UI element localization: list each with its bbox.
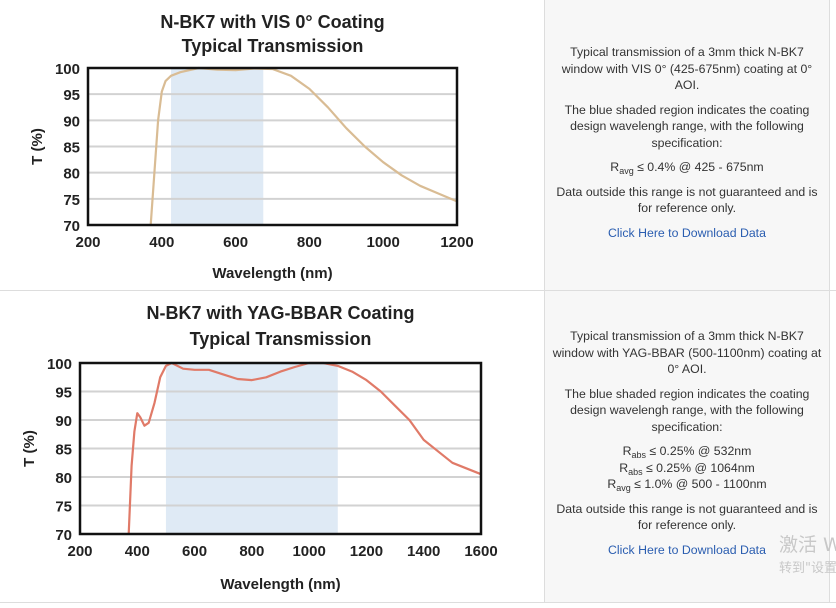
activation-watermark: 激活 W	[779, 534, 836, 556]
description-intro: Typical transmission of a 3mm thick N-BK…	[552, 329, 822, 376]
spec-list: Rabs ≤ 0.25% @ 532nm Rabs ≤ 0.25% @ 1064…	[551, 443, 823, 493]
y-tick-label: 70	[55, 527, 72, 544]
x-tick-label: 800	[239, 543, 264, 560]
y-tick-label: 95	[55, 385, 72, 402]
x-tick-label: 800	[297, 234, 322, 251]
x-tick-label: 1600	[464, 543, 497, 560]
row-yag-bbar-coating: N-BK7 with YAG-BBAR Coating Typical Trans…	[0, 291, 836, 603]
yag-bbar-transmission-chart: N-BK7 with YAG-BBAR Coating Typical Trans…	[21, 303, 498, 593]
row-vis-coating: N-BK7 with VIS 0° Coating Typical Transmi…	[0, 0, 836, 291]
x-tick-label: 400	[125, 543, 150, 560]
description-intro: Typical transmission of a 3mm thick N-BK…	[561, 45, 813, 92]
spec-list: Ravg ≤ 0.4% @ 425 - 675nm	[551, 159, 823, 176]
x-tick-label: 1200	[440, 234, 473, 251]
x-axis-label: Wavelength (nm)	[212, 265, 332, 282]
plot-frame	[78, 361, 483, 536]
x-tick-label: 200	[67, 543, 92, 560]
y-tick-label: 75	[63, 192, 80, 209]
y-tick-label: 100	[47, 356, 72, 373]
y-tick-label: 75	[55, 499, 72, 516]
y-tick-label: 100	[55, 61, 80, 78]
download-data-link[interactable]: Click Here to Download Data	[608, 225, 766, 240]
y-tick-label: 90	[55, 413, 72, 430]
x-tick-label: 1000	[292, 543, 325, 560]
x-tick-label: 400	[149, 234, 174, 251]
chart-subtitle: Typical Transmission	[190, 329, 372, 349]
spec-line: Ravg ≤ 1.0% @ 500 - 1100nm	[607, 477, 767, 493]
spec-line: Ravg ≤ 0.4% @ 425 - 675nm	[610, 160, 764, 176]
y-tick-label: 85	[55, 442, 72, 459]
x-tick-label: 1400	[407, 543, 440, 560]
plot-frame	[86, 66, 459, 227]
shade-note: The blue shaded region indicates the coa…	[564, 386, 810, 434]
x-axis-label: Wavelength (nm)	[220, 576, 340, 593]
y-tick-label: 70	[63, 218, 80, 235]
y-tick-label: 80	[63, 166, 80, 183]
x-tick-label: 1000	[367, 234, 400, 251]
activation-watermark-sub: 转到"设置	[779, 561, 836, 576]
chart-cell: N-BK7 with YAG-BBAR Coating Typical Trans…	[0, 291, 545, 602]
description-cell: Typical transmission of a 3mm thick N-BK…	[545, 0, 830, 290]
vis-transmission-chart: N-BK7 with VIS 0° Coating Typical Transmi…	[29, 12, 474, 282]
x-tick-label: 200	[75, 234, 100, 251]
y-tick-label: 80	[55, 470, 72, 487]
spec-line: Rabs ≤ 0.25% @ 532nm	[622, 444, 752, 460]
disclaimer: Data outside this range is not guarantee…	[556, 184, 818, 216]
y-tick-label: 90	[63, 113, 80, 130]
x-tick-label: 600	[182, 543, 207, 560]
transmission-curve	[127, 361, 482, 535]
chart-title: N-BK7 with VIS 0° Coating	[160, 12, 384, 32]
chart-cell: N-BK7 with VIS 0° Coating Typical Transmi…	[0, 0, 545, 290]
x-tick-label: 600	[223, 234, 248, 251]
shade-note: The blue shaded region indicates the coa…	[564, 102, 810, 150]
y-tick-label: 95	[63, 87, 80, 104]
x-tick-label: 1200	[350, 543, 383, 560]
download-data-link[interactable]: Click Here to Download Data	[608, 542, 766, 557]
chart-subtitle: Typical Transmission	[182, 36, 364, 56]
description-cell: Typical transmission of a 3mm thick N-BK…	[545, 291, 830, 602]
spec-line: Rabs ≤ 0.25% @ 1064nm	[619, 460, 755, 477]
y-tick-label: 85	[63, 140, 80, 157]
y-axis-label: T (%)	[21, 430, 38, 467]
disclaimer: Data outside this range is not guarantee…	[556, 501, 818, 533]
chart-title: N-BK7 with YAG-BBAR Coating	[146, 303, 414, 323]
y-axis-label: T (%)	[29, 128, 46, 165]
